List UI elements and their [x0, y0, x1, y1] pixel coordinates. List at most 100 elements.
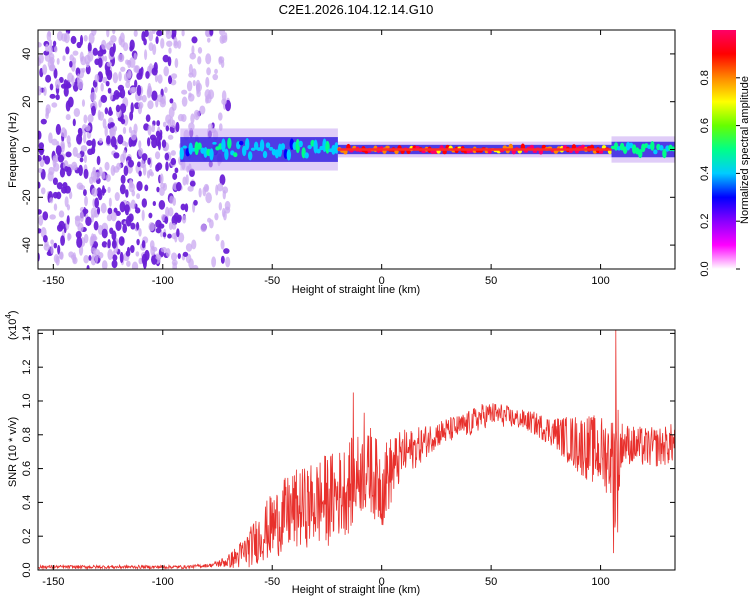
noise-blob [39, 147, 44, 156]
track-blob [242, 145, 247, 157]
noise-blob [172, 197, 177, 206]
noise-blob [81, 99, 86, 107]
noise-blob [220, 239, 225, 250]
noise-blob [171, 259, 178, 266]
noise-blob [188, 92, 192, 98]
noise-blob [157, 94, 164, 103]
noise-blob [125, 215, 132, 227]
noise-blob [189, 180, 196, 187]
noise-blob [141, 240, 146, 249]
y-tick-label: 0 [21, 146, 33, 152]
noise-blob [42, 234, 48, 243]
noise-blob [114, 192, 120, 202]
noise-blob [38, 215, 44, 226]
noise-blob [112, 43, 116, 54]
noise-blob [111, 239, 117, 249]
noise-blob [38, 86, 42, 96]
noise-blob [144, 49, 148, 61]
noise-blob [48, 166, 55, 176]
track-blob [442, 149, 447, 155]
noise-blob [125, 80, 131, 89]
noise-blob [129, 57, 136, 68]
noise-blob [150, 245, 156, 256]
noise-blob [38, 167, 43, 173]
noise-blob [218, 56, 223, 65]
noise-blob [155, 254, 162, 260]
colorbar: 0.0 0.2 0.4 0.6 0.8 Normalized spectral ampl… [699, 30, 750, 277]
noise-blob [78, 184, 86, 191]
noise-blob [181, 30, 185, 37]
noise-blob [43, 50, 50, 56]
noise-blob [164, 86, 168, 93]
noise-blob [173, 212, 180, 222]
noise-blob [193, 109, 200, 121]
noise-blob [83, 233, 89, 244]
noise-blob [115, 104, 121, 113]
noise-blob [120, 174, 126, 185]
noise-blob [144, 184, 149, 192]
noise-blob [159, 187, 165, 196]
noise-blob [220, 255, 225, 264]
noise-blob [126, 246, 131, 253]
noise-blob [55, 94, 60, 101]
track-blob [259, 139, 265, 152]
noise-blob [143, 38, 147, 46]
noise-blob [120, 66, 126, 72]
noise-blob [106, 214, 112, 222]
noise-blob [57, 244, 61, 255]
noise-blob [168, 207, 174, 217]
noise-blob [184, 203, 189, 213]
noise-blob [113, 152, 120, 159]
noise-blob [151, 30, 156, 35]
noise-blob [69, 60, 73, 68]
noise-blob [182, 251, 189, 257]
noise-blob [138, 68, 143, 77]
track-blob [224, 148, 229, 161]
noise-blob [175, 121, 180, 133]
noise-blob [102, 76, 108, 84]
x-tick-label: 0 [379, 576, 385, 588]
noise-blob [104, 161, 110, 171]
noise-blob [170, 150, 176, 156]
noise-blob [87, 114, 94, 123]
noise-blob [107, 238, 111, 249]
noise-blob [119, 103, 127, 114]
noise-blob [57, 154, 65, 163]
noise-blob [122, 126, 127, 135]
noise-blob [110, 34, 117, 43]
noise-blob [107, 248, 113, 261]
noise-blob [138, 140, 142, 149]
noise-blob [104, 125, 108, 137]
noise-blob [49, 39, 53, 49]
noise-blob [148, 42, 154, 52]
noise-blob [118, 71, 122, 82]
track-blob [638, 149, 643, 159]
noise-blob [91, 235, 98, 242]
noise-blob [105, 174, 111, 182]
noise-blob [175, 181, 182, 192]
noise-blob [106, 30, 110, 38]
noise-blob [66, 215, 70, 225]
noise-blob [100, 202, 107, 214]
noise-blob [125, 189, 129, 198]
noise-blob [181, 89, 188, 95]
spectrogram-panel: -150 -100 -50 0 50 100 -40 -20 0 20 40 Height of … [7, 29, 676, 296]
noise-blob [122, 149, 127, 161]
noise-blob [129, 180, 134, 189]
noise-blob [56, 191, 62, 200]
noise-blob [170, 157, 177, 166]
noise-blob [51, 138, 58, 146]
noise-blob [43, 243, 51, 251]
noise-blob [133, 65, 139, 73]
noise-blob [97, 190, 103, 201]
noise-blob [60, 140, 65, 150]
noise-blob [90, 170, 98, 181]
noise-blob [167, 75, 173, 85]
colorbar-tick-label: 0.2 [699, 214, 711, 229]
noise-blob [115, 220, 122, 232]
track-blob [233, 152, 238, 158]
noise-blob [74, 216, 81, 227]
noise-blob [167, 56, 172, 67]
noise-blob [106, 69, 113, 81]
noise-blob [38, 155, 42, 162]
